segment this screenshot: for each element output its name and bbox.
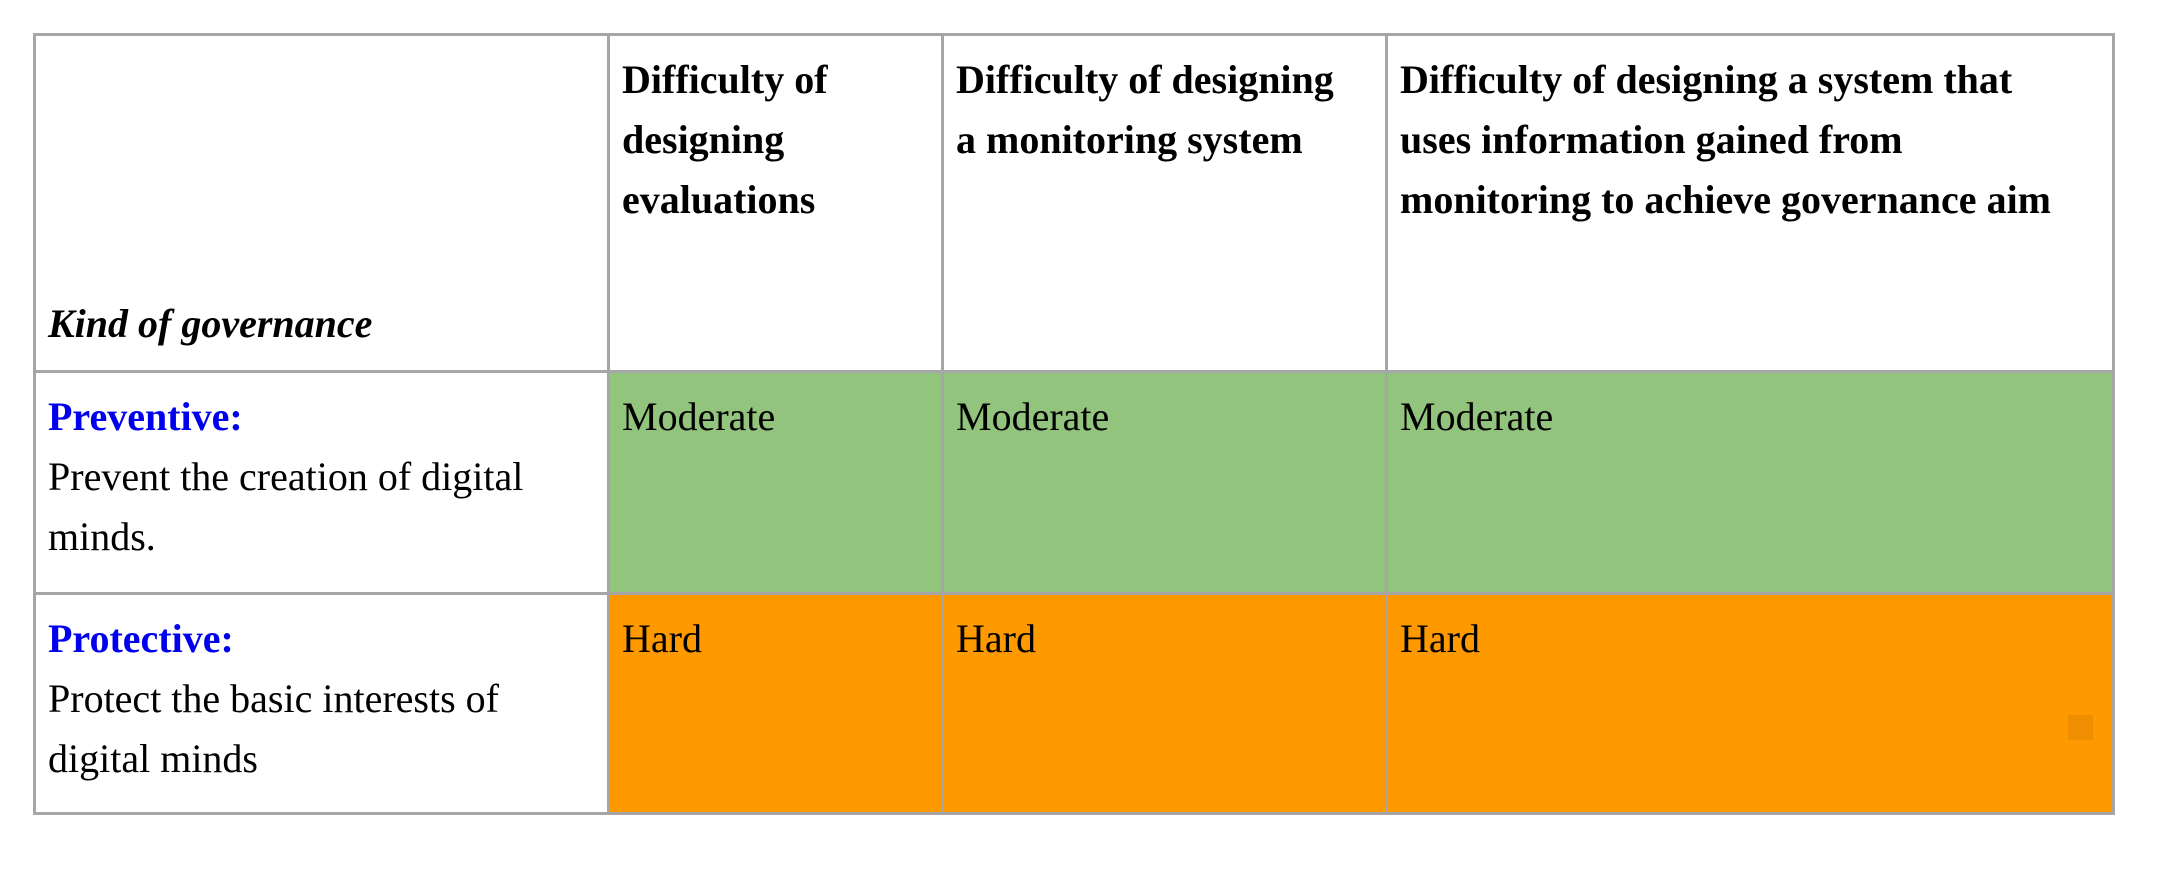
preventive-term: Preventive: (48, 394, 243, 439)
protective-description-line: digital minds (48, 736, 258, 781)
header-line: designing (622, 117, 785, 162)
difficulty-value: Hard (956, 616, 1036, 661)
header-line: Difficulty of designing a system that (1400, 57, 2013, 102)
column-header-evaluations: Difficulty of designing evaluations (607, 33, 944, 373)
difficulty-value: Moderate (622, 394, 776, 439)
cell-protective-evaluations: Hard (607, 592, 944, 815)
header-line: Difficulty of designing (956, 57, 1334, 102)
cell-preventive-use-information: Moderate (1385, 370, 2115, 595)
protective-term: Protective: (48, 616, 234, 661)
header-line: a monitoring system (956, 117, 1303, 162)
darker-orange-square-artifact (2068, 715, 2093, 740)
difficulty-value: Hard (622, 616, 702, 661)
column-header-monitoring-system: Difficulty of designing a monitoring sys… (941, 33, 1388, 373)
header-line: monitoring to achieve governance aim (1400, 177, 2051, 222)
cell-preventive-evaluations: Moderate (607, 370, 944, 595)
difficulty-value: Moderate (1400, 394, 1554, 439)
table-row-protective: Protective: Protect the basic interests … (33, 592, 2115, 815)
kind-of-governance-label: Kind of governance (48, 301, 373, 346)
table-header-row: Kind of governance Difficulty of designi… (33, 33, 2115, 373)
table-row-preventive: Preventive: Prevent the creation of digi… (33, 370, 2115, 595)
cell-protective-use-information: Hard (1385, 592, 2115, 815)
protective-description-line: Protect the basic interests of (48, 676, 499, 721)
header-line: evaluations (622, 177, 816, 222)
difficulty-value: Hard (1400, 616, 1480, 661)
row-header-protective: Protective: Protect the basic interests … (33, 592, 610, 815)
corner-cell-kind-of-governance: Kind of governance (33, 33, 610, 373)
row-header-preventive: Preventive: Prevent the creation of digi… (33, 370, 610, 595)
cell-preventive-monitoring: Moderate (941, 370, 1388, 595)
preventive-description-line: minds. (48, 514, 156, 559)
preventive-description-line: Prevent the creation of digital (48, 454, 524, 499)
difficulty-value: Moderate (956, 394, 1110, 439)
header-line: Difficulty of (622, 57, 828, 102)
governance-difficulty-table: Kind of governance Difficulty of designi… (33, 33, 2115, 815)
column-header-use-information: Difficulty of designing a system that us… (1385, 33, 2115, 373)
cell-protective-monitoring: Hard (941, 592, 1388, 815)
header-line: uses information gained from (1400, 117, 1903, 162)
